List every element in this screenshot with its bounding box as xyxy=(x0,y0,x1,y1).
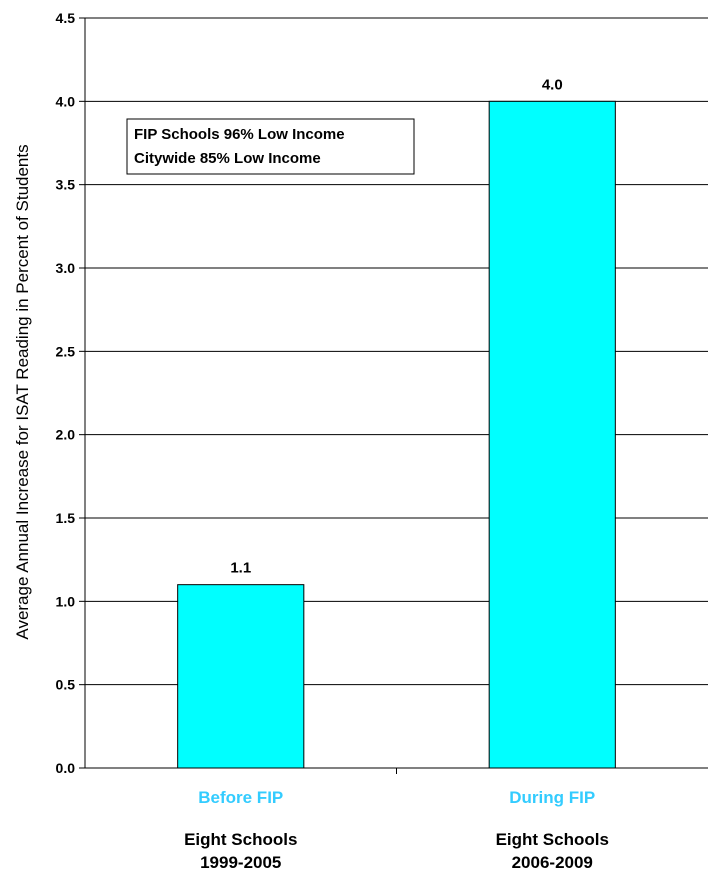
category-sublabel: 1999-2005 xyxy=(200,853,281,872)
data-label: 4.0 xyxy=(542,76,563,93)
category-sublabel: Eight Schools xyxy=(184,830,297,849)
category-label: Before FIP xyxy=(198,788,283,807)
y-tick-label: 3.5 xyxy=(56,177,76,193)
y-tick-label: 0.5 xyxy=(56,677,76,693)
y-tick-label: 1.0 xyxy=(56,593,76,609)
data-label: 1.1 xyxy=(230,560,251,577)
annotation-box: FIP Schools 96% Low Income Citywide 85% … xyxy=(126,118,415,175)
y-axis-label: Average Annual Increase for ISAT Reading… xyxy=(13,144,32,639)
annotation-line-1: FIP Schools 96% Low Income xyxy=(134,126,345,143)
annotation-line-2: Citywide 85% Low Income xyxy=(134,150,321,167)
category-sublabel: 2006-2009 xyxy=(512,853,593,872)
y-tick-label: 2.0 xyxy=(56,427,76,443)
bar xyxy=(488,100,616,769)
category-label: During FIP xyxy=(509,788,595,807)
y-tick-label: 1.5 xyxy=(56,510,76,526)
y-tick-label: 3.0 xyxy=(56,260,76,276)
y-tick-label: 4.5 xyxy=(56,10,76,26)
y-tick-label: 0.0 xyxy=(56,760,76,776)
category-sublabel: Eight Schools xyxy=(496,830,609,849)
bar xyxy=(177,584,305,769)
y-tick-label: 2.5 xyxy=(56,343,76,359)
y-tick-label: 4.0 xyxy=(56,93,76,109)
